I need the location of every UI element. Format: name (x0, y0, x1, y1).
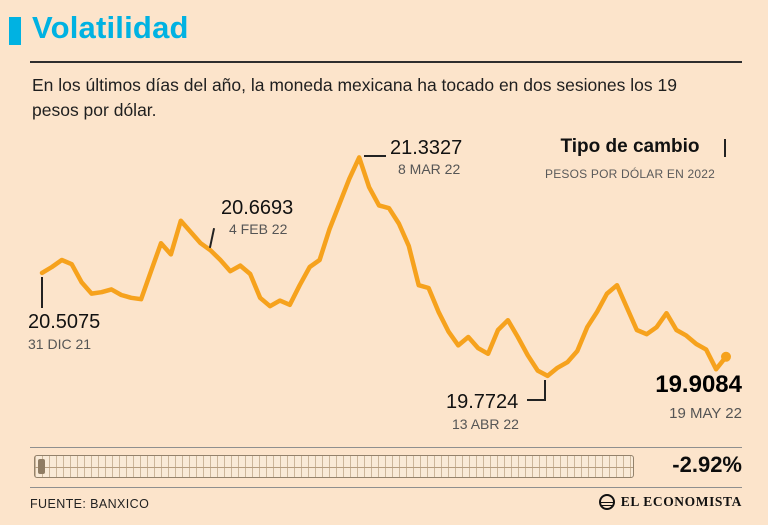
annotation-peak-connector (364, 155, 386, 157)
title-accent-marker (9, 17, 21, 45)
brand: EL ECONOMISTA (598, 494, 742, 510)
legend-divider-bar (724, 139, 726, 157)
annotation-feb-value: 20.6693 (221, 197, 294, 219)
annotation-peak-value: 21.3327 (390, 137, 463, 159)
annotation-end-value: 19.9084 (655, 371, 742, 398)
legend-title: Tipo de cambio (560, 136, 700, 157)
annotation-low-value: 19.7724 (446, 391, 519, 413)
annotation-end: 19.9084 19 MAY 22 (655, 371, 742, 422)
change-percentage: -2.92% (672, 452, 742, 477)
annotation-low-date: 13 ABR 22 (452, 416, 519, 432)
annotation-end-date: 19 MAY 22 (669, 405, 742, 422)
source-label: FUENTE: BANXICO (30, 497, 150, 511)
timeline-scrubber[interactable] (34, 455, 634, 478)
scrubber-top-divider (30, 447, 742, 448)
annotation-peak-date: 8 MAR 22 (398, 161, 461, 177)
brand-name: EL ECONOMISTA (620, 494, 742, 509)
annotation-low-connector-vertical (544, 380, 546, 401)
annotation-feb-date: 4 FEB 22 (229, 221, 288, 237)
annotation-low-connector-horizontal (527, 399, 546, 401)
exchange-rate-line-chart (39, 155, 731, 379)
annotation-start-value: 20.5075 (28, 311, 101, 333)
el-economista-logo-icon (598, 494, 615, 510)
annotation-start-connector (41, 277, 43, 308)
title-divider (30, 61, 742, 63)
scrubber-handle[interactable] (38, 459, 45, 474)
page-title: Volatilidad (32, 10, 189, 45)
footer-divider (30, 487, 742, 488)
chart-description: En los últimos días del año, la moneda m… (32, 75, 677, 121)
annotation-start-date: 31 DIC 21 (28, 336, 92, 352)
legend-subtitle: PESOS POR DÓLAR EN 2022 (545, 167, 715, 181)
